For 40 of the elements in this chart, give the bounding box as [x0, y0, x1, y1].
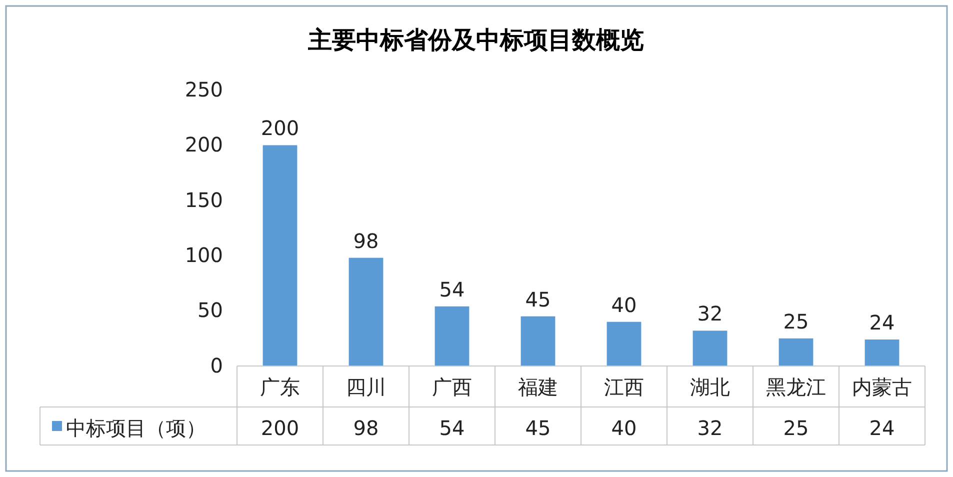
data-label: 45 [525, 287, 551, 312]
text: 54 [439, 416, 465, 440]
y-tick-label: 100 [184, 243, 223, 267]
bar [692, 330, 728, 366]
x-tick-label: 四川 [346, 375, 386, 399]
data-label: 40 [611, 292, 637, 317]
bar [434, 306, 470, 366]
text: 32 [697, 416, 723, 440]
x-tick-label: 黑龙江 [766, 375, 826, 399]
data-label: 25 [783, 309, 809, 334]
y-tick-label: 0 [210, 353, 223, 378]
x-tick-label: 福建 [518, 375, 558, 399]
text: 40 [611, 416, 637, 440]
y-tick-label: 50 [198, 298, 223, 322]
chart-title: 主要中标省份及中标项目数概览 [307, 26, 644, 54]
text: 200 [260, 416, 300, 440]
data-label: 98 [353, 228, 379, 253]
data-label: 32 [697, 302, 723, 326]
y-tick-label: 250 [184, 77, 223, 102]
bar [348, 258, 384, 366]
text: 45 [525, 416, 551, 440]
x-tick-label: 江西 [604, 375, 644, 399]
text: 24 [869, 416, 895, 440]
bar [778, 338, 814, 366]
x-tick-label: 湖北 [690, 375, 730, 399]
data-label: 200 [260, 116, 300, 140]
x-tick-label: 广西 [432, 375, 472, 399]
text: 98 [353, 416, 379, 440]
bar [520, 316, 556, 366]
legend-label: 中标项目（项） [66, 416, 206, 440]
x-tick-label: 内蒙古 [852, 375, 912, 399]
bar [262, 145, 298, 366]
text: 25 [783, 416, 809, 440]
y-tick-label: 150 [184, 188, 223, 212]
data-label: 54 [439, 277, 465, 302]
x-tick-label: 广东 [260, 375, 300, 399]
bar [864, 340, 900, 366]
bar [606, 322, 642, 366]
y-tick-label: 200 [184, 132, 223, 157]
data-label: 24 [869, 310, 895, 335]
